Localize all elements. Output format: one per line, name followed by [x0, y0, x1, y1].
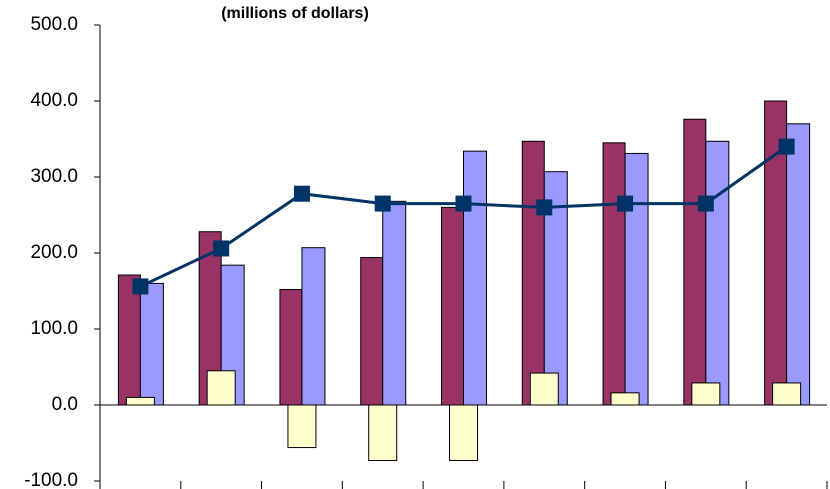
bar	[279, 288, 303, 406]
y-tick-label: 100.0	[30, 318, 78, 339]
bar	[772, 382, 802, 406]
bar	[117, 274, 141, 406]
bar	[368, 404, 398, 461]
bar	[441, 206, 464, 406]
line-marker	[778, 138, 795, 155]
bar	[301, 247, 326, 406]
bar	[705, 140, 730, 406]
line-marker	[132, 278, 149, 295]
bar	[602, 142, 626, 406]
bar	[360, 257, 384, 406]
y-tick-label: 400.0	[30, 90, 78, 111]
line-marker	[455, 195, 472, 212]
bar	[529, 372, 559, 406]
bar	[683, 118, 707, 406]
line-marker	[536, 199, 553, 216]
chart-title: (millions of dollars)	[221, 5, 369, 22]
bar	[624, 152, 649, 406]
bar	[382, 200, 407, 406]
y-tick-label: 300.0	[30, 166, 78, 187]
line-marker	[293, 185, 310, 202]
line-marker	[617, 195, 634, 212]
bar	[287, 404, 317, 449]
bar	[610, 392, 640, 406]
line-marker	[213, 240, 230, 257]
y-tick-label: -100.0	[24, 470, 78, 489]
line-marker	[697, 195, 714, 212]
bar	[206, 370, 236, 406]
y-tick-label: 200.0	[30, 242, 78, 263]
bar	[139, 282, 164, 406]
bar	[521, 140, 545, 406]
bar	[449, 404, 478, 461]
bar	[125, 396, 155, 406]
y-tick-label: 500.0	[30, 14, 78, 35]
bar	[691, 382, 721, 406]
bar	[463, 150, 487, 406]
bar	[786, 123, 811, 406]
y-tick-label: 0.0	[52, 394, 78, 415]
line-marker	[374, 195, 391, 212]
